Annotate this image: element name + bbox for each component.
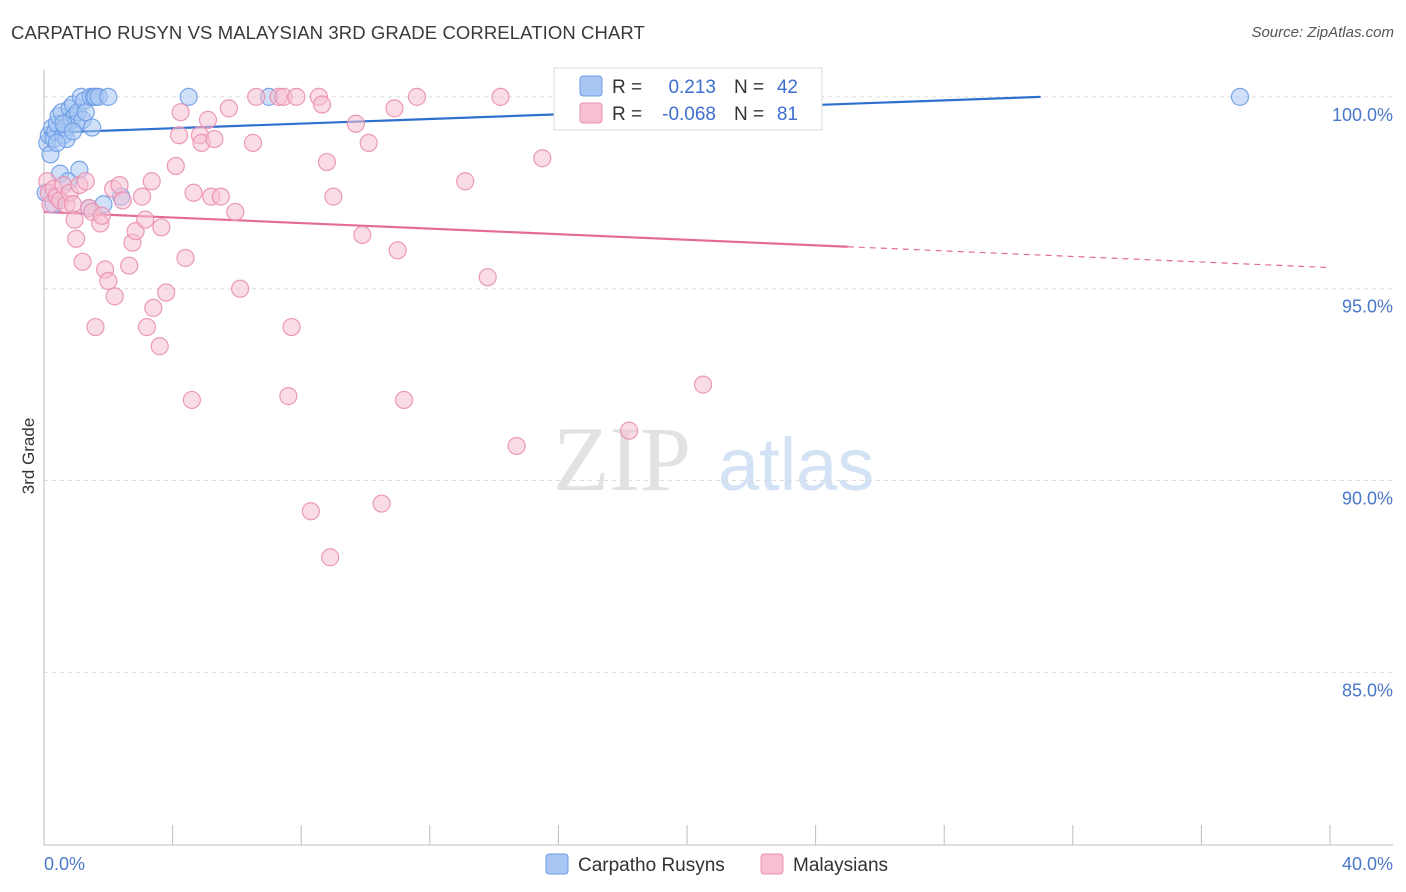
data-point (137, 317, 156, 337)
data-point (243, 133, 263, 152)
stats-r-label-malaysian: R = (612, 104, 642, 125)
data-point (385, 99, 404, 118)
data-point (282, 317, 301, 337)
trend-line-solid (43, 210, 848, 248)
data-point (76, 103, 95, 122)
data-point (169, 126, 189, 145)
data-point (176, 248, 195, 268)
trend-line-dashed (847, 246, 1331, 269)
data-point (205, 129, 224, 149)
data-point (394, 390, 414, 410)
y-tick-label: 85.0% (1342, 680, 1393, 700)
data-point (359, 133, 378, 152)
data-point (113, 191, 132, 210)
y-tick-labels: 100.0% 95.0% 90.0% 85.0% (1332, 105, 1393, 700)
data-point (287, 87, 306, 106)
stats-n-label-malaysian: N = (734, 104, 764, 125)
data-point (407, 87, 427, 106)
data-point (157, 283, 176, 302)
stats-r-value-rusyn: 0.213 (668, 77, 716, 98)
data-point (152, 218, 171, 237)
watermark-atlas: atlas (718, 423, 874, 506)
data-point (1230, 87, 1250, 106)
data-point (324, 187, 343, 206)
x-tick-labels: 0.0% 40.0% (44, 854, 1393, 874)
data-point (92, 206, 111, 225)
data-point (533, 149, 552, 168)
bottom-legend: Carpatho Rusyns Malaysians (545, 853, 888, 876)
data-point (312, 95, 332, 114)
data-point (144, 298, 163, 317)
stats-n-value-malaysian: 81 (777, 104, 798, 125)
data-point (105, 287, 124, 306)
data-points (36, 87, 1250, 567)
data-point (211, 187, 230, 206)
data-point (478, 268, 497, 287)
data-point (388, 241, 407, 260)
stats-n-value-rusyn: 42 (777, 77, 798, 98)
data-point (150, 337, 169, 356)
legend-label-rusyn: Carpatho Rusyns (578, 855, 725, 876)
stats-n-label-rusyn: N = (734, 77, 764, 98)
watermark-zip: ZIP (553, 408, 691, 510)
legend-swatch-rusyn (545, 853, 569, 875)
gridlines (44, 96, 1393, 673)
data-point (456, 172, 475, 191)
data-point (179, 87, 198, 106)
data-point (198, 110, 218, 129)
legend-swatch-malaysian (760, 853, 784, 875)
y-tick-label: 100.0% (1332, 105, 1393, 125)
data-point (372, 494, 391, 513)
y-tick-label: 90.0% (1342, 489, 1393, 509)
stats-swatch-malaysian (579, 102, 603, 124)
data-point (65, 210, 84, 229)
data-point (491, 87, 510, 106)
data-point (120, 256, 139, 275)
stats-swatch-rusyn (579, 75, 603, 97)
data-point (182, 390, 201, 410)
source-label: Source: ZipAtlas.com (1251, 24, 1394, 41)
data-point (132, 187, 152, 206)
data-point (63, 195, 83, 214)
data-point (693, 375, 713, 394)
data-point (353, 225, 372, 245)
data-point (507, 436, 526, 456)
data-point (219, 99, 238, 118)
data-point (99, 87, 118, 106)
stats-r-label-rusyn: R = (612, 77, 642, 98)
data-point (184, 183, 203, 202)
data-point (247, 87, 266, 106)
data-point (136, 210, 155, 229)
y-axis-title: 3rd Grade (19, 418, 38, 495)
data-point (620, 421, 639, 440)
data-point (142, 172, 161, 191)
stats-legend: R = 0.213 N = 42 R = -0.068 N = 81 (553, 67, 823, 131)
y-tick-label: 95.0% (1342, 297, 1393, 317)
data-point (226, 202, 245, 222)
x-tick-label: 0.0% (44, 854, 85, 874)
data-point (63, 122, 83, 141)
data-point (47, 133, 66, 152)
data-point (166, 156, 185, 176)
data-point (317, 152, 337, 172)
legend-label-malaysian: Malaysians (793, 855, 888, 876)
data-point (99, 271, 118, 291)
chart-title: CARPATHO RUSYN VS MALAYSIAN 3RD GRADE CO… (11, 22, 645, 43)
data-point (279, 387, 298, 406)
stats-r-value-malaysian: -0.068 (662, 104, 716, 125)
data-point (83, 118, 102, 137)
data-point (76, 172, 95, 191)
data-point (86, 317, 105, 337)
x-tick-label: 40.0% (1342, 854, 1393, 874)
data-point (110, 175, 129, 195)
data-point (346, 114, 365, 133)
data-point (321, 548, 340, 567)
data-point (231, 279, 250, 298)
data-point (301, 502, 320, 521)
data-point (171, 103, 190, 122)
data-point (73, 252, 92, 271)
data-point (67, 229, 86, 248)
